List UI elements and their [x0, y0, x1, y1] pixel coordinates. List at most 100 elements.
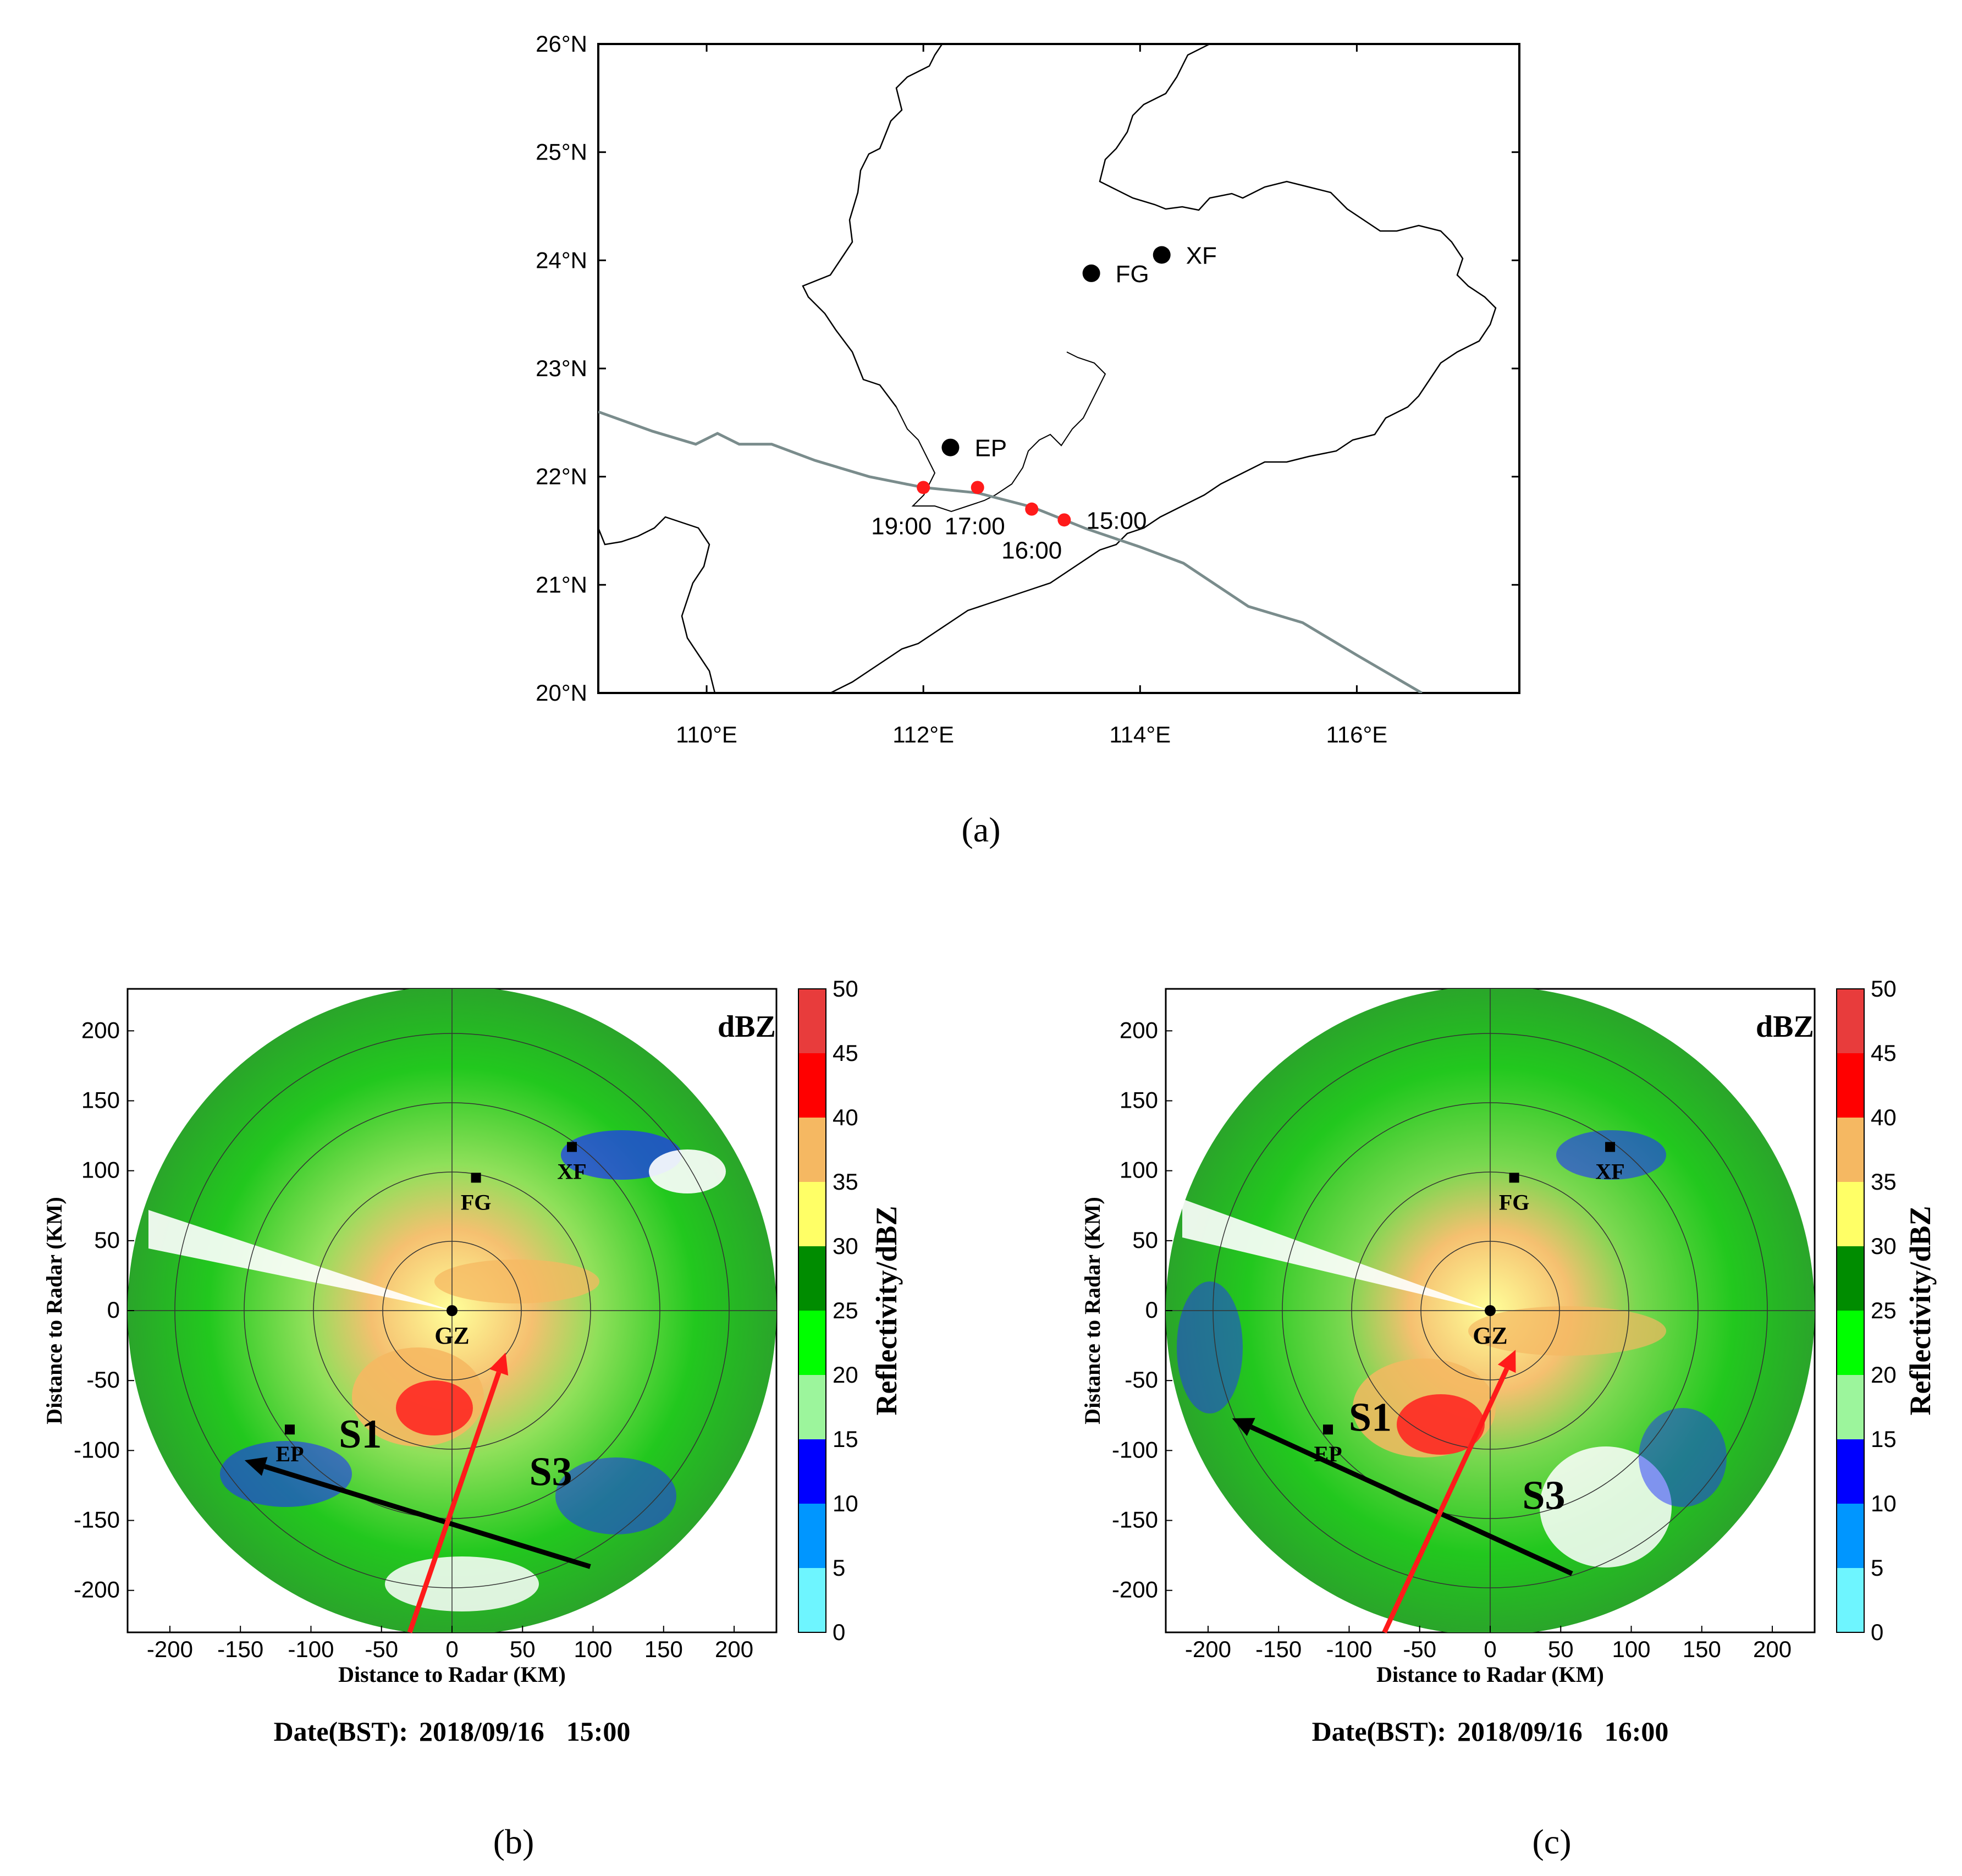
colorbar-tick-label: 50	[1871, 976, 1897, 1002]
colorbar-tick-label: 25	[833, 1297, 858, 1323]
storm-label: S1	[339, 1412, 382, 1457]
x-tick-label: 200	[715, 1636, 753, 1662]
beam-block-c	[1182, 1199, 1490, 1311]
echo-core-b	[396, 1380, 473, 1435]
x-tick-label: -50	[1403, 1636, 1436, 1662]
colorbar-tick-label: 0	[833, 1619, 845, 1645]
colorbar-tick-label: 40	[833, 1104, 858, 1130]
typhoon-position-marker	[971, 481, 984, 494]
panel-a-map: 26°N 25°N 24°N 23°N 22°N 21°N 20°N 110°E 112°E 11…	[536, 31, 1520, 849]
y-tick-label: 200	[1120, 1017, 1158, 1043]
panel-b-caption: (b)	[493, 1822, 534, 1861]
station-marker	[941, 438, 960, 456]
colorbar-segment	[798, 1504, 826, 1569]
panel-c-radar: -200 -150 -100 -50 0 50 100 150 200200150100500-…	[1080, 976, 1937, 1861]
radar-site-marker	[447, 1305, 458, 1316]
motion-arrow-red	[407, 1371, 501, 1633]
station-marker	[567, 1142, 577, 1152]
x-tick-label: 0	[1484, 1636, 1496, 1662]
y-tick-label: 200	[81, 1017, 120, 1043]
typhoon-time-label: 16:00	[1001, 537, 1062, 564]
typhoon-position-marker	[1025, 502, 1039, 516]
station-label: EP	[275, 1442, 304, 1466]
lat-tick-label: 20°N	[536, 680, 587, 706]
panel-a-caption: (a)	[961, 810, 1000, 849]
colorbar-segment	[798, 1182, 826, 1247]
x-tick-label: 50	[510, 1636, 536, 1662]
typhoon-position-marker	[1057, 513, 1071, 527]
colorbar-tick-label: 40	[1871, 1104, 1897, 1130]
colorbar-segment	[798, 1311, 826, 1376]
motion-arrow-black-head	[1232, 1418, 1255, 1437]
radar-site-marker	[1485, 1305, 1496, 1316]
station-marker	[1323, 1424, 1333, 1435]
colorbar-segment	[798, 1053, 826, 1118]
y-tick-label: 150	[1120, 1087, 1158, 1113]
panel-c-unit: dBZ	[1756, 1010, 1814, 1044]
y-tick-label: 100	[1120, 1157, 1158, 1183]
colorbar-segment	[798, 989, 826, 1054]
panel-b-colorbar-title: Reflectivity/dBZ	[870, 1206, 903, 1416]
x-tick-label: 50	[1548, 1636, 1574, 1662]
radar-site-label: GZ	[1473, 1322, 1508, 1349]
y-tick-label: 0	[107, 1297, 120, 1323]
panel-c-ylabel: Distance to Radar (KM)	[1080, 1197, 1105, 1424]
echo-blue-se-c	[1639, 1408, 1727, 1507]
colorbar-tick-label: 0	[1871, 1619, 1883, 1645]
x-tick-label: 100	[1612, 1636, 1650, 1662]
colorbar-segment	[798, 1568, 826, 1633]
panel-b-date: Date(BST): 2018/09/16 15:00	[274, 1716, 631, 1747]
colorbar-segment	[1837, 1568, 1864, 1633]
colorbar-tick-label: 45	[833, 1040, 858, 1066]
station-marker	[1509, 1173, 1519, 1183]
colorbar-segment	[1837, 1182, 1864, 1247]
colorbar-tick-label: 15	[1871, 1426, 1897, 1452]
typhoon-time-label: 17:00	[945, 513, 1005, 540]
colorbar-segment	[1837, 1118, 1864, 1182]
motion-arrow-red	[1382, 1367, 1509, 1633]
colorbar-segment	[798, 1246, 826, 1311]
radar-site-label: GZ	[434, 1322, 470, 1349]
lon-tick-label: 114°E	[1109, 722, 1171, 747]
panel-c-caption: (c)	[1532, 1822, 1571, 1861]
lat-tick-label: 22°N	[536, 464, 587, 489]
y-tick-label: -100	[74, 1437, 120, 1462]
typhoon-time-label: 15:00	[1086, 507, 1147, 534]
station-marker	[1605, 1142, 1616, 1152]
station-marker	[285, 1424, 295, 1435]
colorbar-segment	[798, 1375, 826, 1440]
lat-tick-label: 25°N	[536, 139, 587, 165]
x-tick-label: -200	[1185, 1636, 1231, 1662]
y-tick-label: -150	[1112, 1507, 1158, 1533]
motion-arrow-black	[263, 1464, 591, 1569]
panel-b-unit: dBZ	[718, 1010, 776, 1044]
colorbar-segment	[1837, 1053, 1864, 1118]
colorbar-segment	[1837, 1246, 1864, 1311]
echo-white-se-c	[1540, 1446, 1672, 1567]
panel-b-axis-ticks: -200 -150 -100 -50 0 50 100 150 200 200 150 100 50 0 -…	[74, 1017, 753, 1662]
colorbar-tick-label: 5	[1871, 1555, 1883, 1581]
y-tick-label: 150	[81, 1087, 120, 1113]
colorbar-tick-label: 25	[1871, 1297, 1897, 1323]
y-tick-label: -50	[1125, 1367, 1158, 1393]
y-tick-label: 100	[81, 1157, 120, 1183]
station-label: XF	[1595, 1159, 1624, 1184]
panel-c-axis-ticks: -200 -150 -100 -50 0 50 100 150 200 200 150 100 50 0 -…	[1112, 1017, 1792, 1662]
colorbar-tick-label: 45	[1871, 1040, 1897, 1066]
west-coast-outline	[598, 516, 716, 693]
x-tick-label: 150	[1683, 1636, 1721, 1662]
colorbar-segment	[1837, 1504, 1864, 1569]
storm-label: S3	[529, 1450, 572, 1495]
x-tick-label: 150	[644, 1636, 683, 1662]
panel-a-axis-ticks: 26°N 25°N 24°N 23°N 22°N 21°N 20°N 110°E 112°E 11…	[536, 31, 1519, 747]
echo-band-c	[1468, 1306, 1666, 1356]
typhoon-track	[598, 410, 1423, 693]
lat-tick-label: 24°N	[536, 247, 587, 273]
colorbar-tick-label: 30	[1871, 1233, 1897, 1259]
x-tick-label: 200	[1753, 1636, 1792, 1662]
